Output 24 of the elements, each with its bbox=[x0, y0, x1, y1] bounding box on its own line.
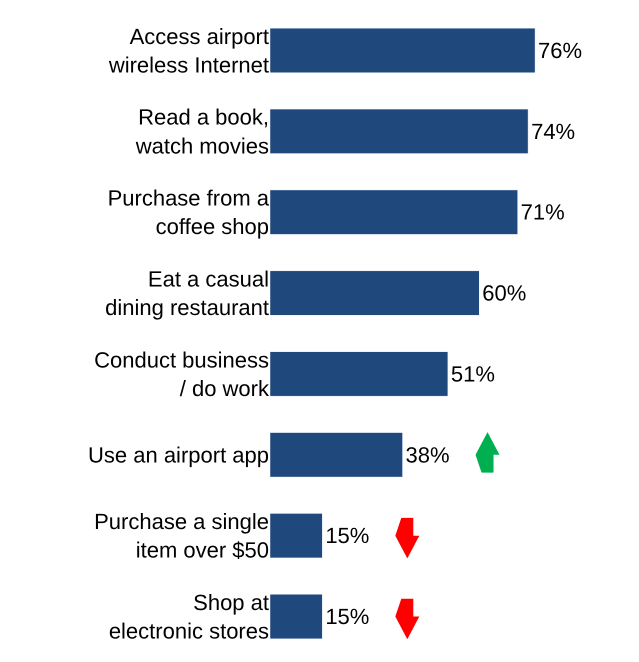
data-label: 15% bbox=[325, 604, 370, 630]
bar bbox=[270, 432, 403, 478]
y-tick-label: Shop at electronic stores bbox=[108, 590, 269, 644]
y-tick-label: Eat a casual dining restaurant bbox=[105, 266, 269, 320]
bar bbox=[270, 270, 480, 316]
data-label: 71% bbox=[520, 200, 565, 225]
bar bbox=[270, 108, 528, 154]
data-label: 60% bbox=[482, 280, 526, 306]
bar bbox=[270, 28, 536, 73]
y-tick-label: Purchase from a coffee shop bbox=[108, 186, 270, 240]
data-label: 15% bbox=[325, 523, 370, 548]
y-tick-label: Read a book, watch movies bbox=[134, 104, 269, 158]
data-label: 38% bbox=[406, 442, 450, 468]
data-label: 51% bbox=[450, 361, 495, 386]
y-tick-label: Access airport wireless Internet bbox=[108, 24, 269, 78]
bar bbox=[270, 351, 448, 396]
data-label: 76% bbox=[538, 38, 582, 63]
bar bbox=[270, 513, 323, 558]
bar bbox=[270, 594, 323, 640]
y-tick-label: Conduct business / do work bbox=[94, 347, 270, 401]
bar bbox=[270, 190, 518, 235]
y-tick-label: Purchase a single item over $50 bbox=[94, 509, 269, 563]
data-label: 74% bbox=[531, 118, 576, 144]
y-tick-label: Use an airport app bbox=[88, 442, 269, 468]
